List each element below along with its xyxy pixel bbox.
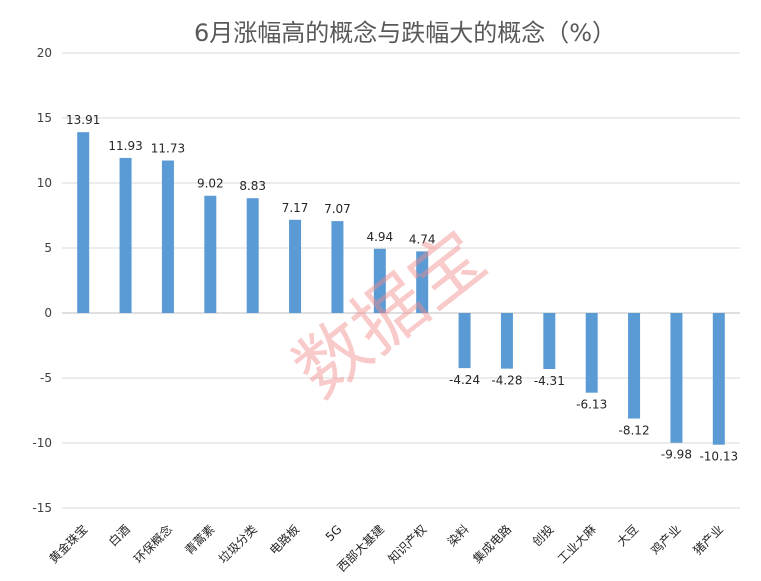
x-tick-label: 工业大麻 [554,522,599,567]
x-tick-label: 染料 [444,522,472,550]
y-tick-label: -15 [32,501,52,515]
data-label: 7.07 [324,202,351,216]
y-axis: 20 15 10 5 0 -5 -10 -15 [32,46,52,515]
bar [119,157,132,313]
x-tick-label: 知识产权 [385,522,429,566]
data-label: -4.31 [534,374,565,388]
x-tick-label: 白酒 [105,522,133,550]
data-label: -4.28 [491,374,522,388]
data-label: -6.13 [576,398,607,412]
value-labels: 13.91 11.93 11.73 9.02 8.83 7.17 7.07 4.94 4.74 -… [66,113,738,464]
bar [331,221,344,313]
x-tick-label: 电路板 [266,522,302,558]
data-label: 11.93 [108,139,142,153]
x-tick-label: 环保概念 [131,522,176,567]
bar [373,248,386,313]
bar [543,313,556,370]
grid-layer [62,52,740,509]
bar [246,198,259,313]
y-tick-label: 10 [37,176,52,190]
x-tick-label: 鸡产业 [647,522,683,558]
x-tick-label: 青蒿素 [182,522,217,557]
bar [628,313,641,419]
data-label: 11.73 [151,142,185,156]
data-label: 8.83 [239,179,266,193]
x-tick-label: 集成电路 [470,522,515,567]
y-tick-label: -5 [40,371,52,385]
bars [77,132,725,445]
data-label: -10.13 [699,450,738,464]
bar [289,219,302,313]
y-tick-label: 15 [37,111,52,125]
bar [458,313,471,369]
x-tick-label: 垃圾分类 [215,522,260,567]
x-tick-label: 大豆 [614,522,641,549]
x-tick-label: 5G [323,522,345,544]
bar [500,313,513,369]
data-label: 9.02 [197,177,224,191]
chart-title: 6月涨幅高的概念与跌幅大的概念（%） [194,19,616,47]
data-label: 13.91 [66,113,100,127]
y-tick-label: 20 [37,46,52,60]
y-tick-label: 0 [44,306,52,320]
data-label: 4.74 [409,232,436,246]
bar [585,313,598,393]
data-label: 4.94 [366,230,393,244]
data-label: -8.12 [619,424,650,438]
bar [161,160,174,313]
y-tick-label: -10 [32,436,52,450]
x-tick-label: 猪产业 [691,522,726,557]
data-label: 7.17 [282,201,309,215]
data-label: -9.98 [661,448,692,462]
bar [670,313,683,443]
y-tick-label: 5 [44,241,52,255]
bar [204,195,217,313]
data-label: -4.24 [449,373,480,387]
x-tick-label: 黄金珠宝 [46,522,91,567]
bar [77,132,90,313]
x-tick-label: 创投 [529,522,557,550]
bar [416,251,429,313]
bar [712,313,725,445]
